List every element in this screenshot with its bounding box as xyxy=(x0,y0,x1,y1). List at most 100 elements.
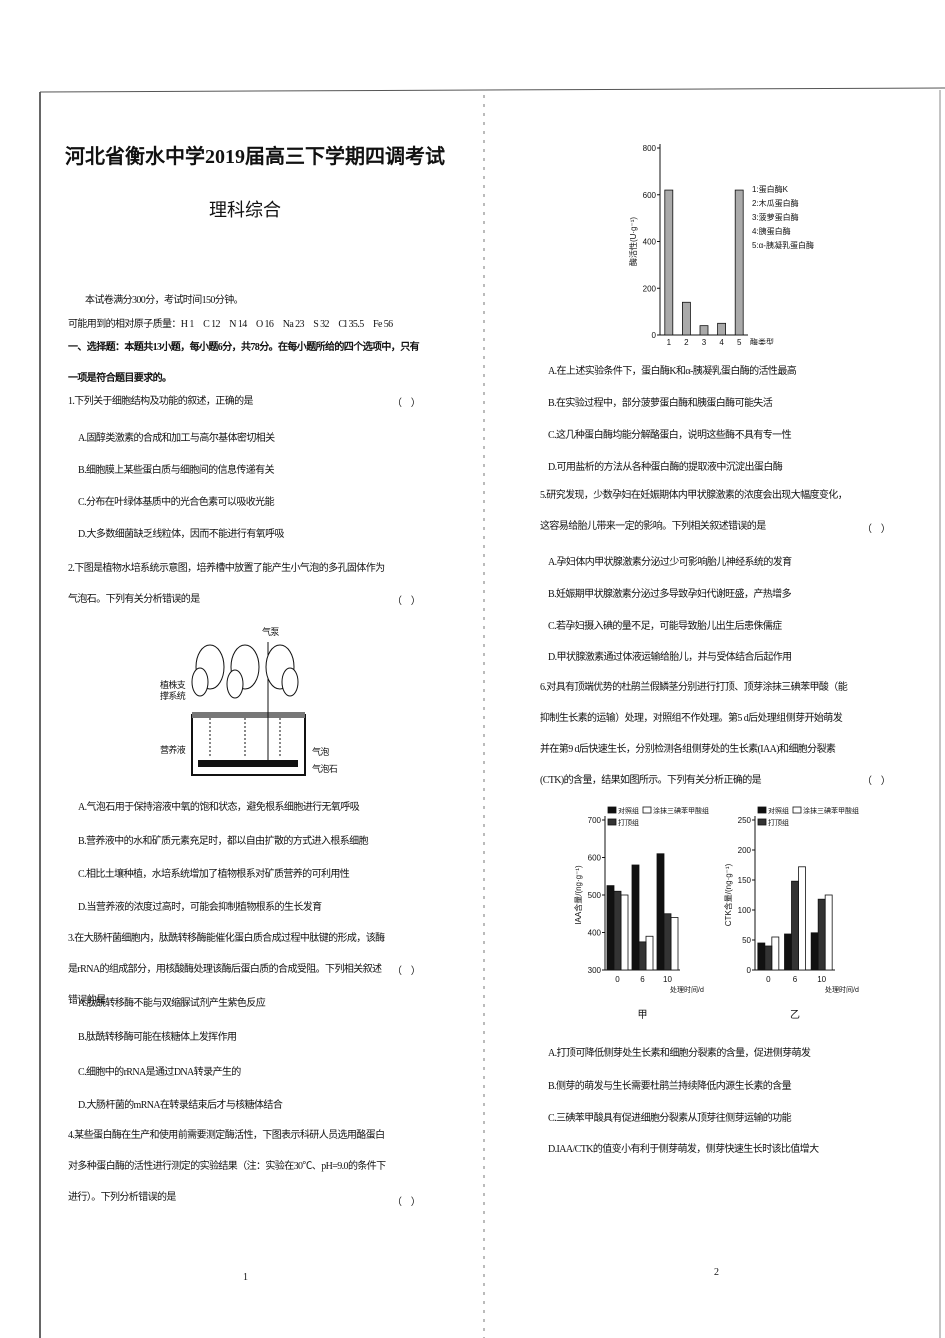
option: A.在上述实验条件下，蛋白酶K和α-胰凝乳蛋白酶的活性最高 xyxy=(548,366,797,377)
x-axis-label: 处理时间/d xyxy=(670,985,704,994)
bar xyxy=(631,864,640,971)
bar xyxy=(817,898,826,971)
intro: 本试卷满分300分，考试时间150分钟。 xyxy=(85,295,244,306)
option: D.甲状腺激素通过体液运输给胎儿，并与受体结合后起作用 xyxy=(548,652,792,663)
answer-paren: （ ） xyxy=(862,776,891,787)
bar xyxy=(764,945,773,971)
option: A.固醇类激素的合成和加工与高尔基体密切相关 xyxy=(78,433,275,444)
bar xyxy=(670,917,679,971)
option: C.这几种蛋白酶均能分解酪蛋白，说明这些酶不具有专一性 xyxy=(548,430,792,441)
y-tick-label: 600 xyxy=(643,191,657,200)
y-axis-label: CTK含量/(ng·g⁻¹) xyxy=(723,863,733,926)
bar xyxy=(784,933,792,971)
question-stem: 3.在大肠杆菌细胞内，肽酰转移酶能催化蛋白质合成过程中肽键的形成，该酶是rRNA… xyxy=(68,933,385,1006)
y-tick-label: 100 xyxy=(738,906,752,915)
option: B.营养液中的水和矿质元素充足时，都以自由扩散的方式进入根系细胞 xyxy=(78,836,369,847)
y-tick-label: 250 xyxy=(738,816,752,825)
bar xyxy=(717,322,726,336)
y-tick-label: 300 xyxy=(588,966,602,975)
option: A.肽酰转移酶不能与双缩脲试剂产生紫色反应 xyxy=(78,998,266,1009)
x-tick-label: 0 xyxy=(615,975,620,984)
x-tick-label: 2 xyxy=(684,338,689,345)
answer-paren: （ ） xyxy=(392,966,421,977)
x-tick-label: 10 xyxy=(663,975,672,984)
bar xyxy=(620,894,629,971)
option: C.三碘苯甲酸具有促进细胞分裂素从顶芽往侧芽运输的功能 xyxy=(548,1113,792,1124)
question-stem: 2.下图是植物水培系统示意图，培养槽中放置了能产生小气泡的多孔固体作为气泡石。下… xyxy=(68,563,385,605)
bar xyxy=(682,301,691,336)
legend-entry: 涂抹三碘苯甲酸组 xyxy=(803,806,859,815)
option: C.若孕妇摄入碘的量不足，可能导致胎儿出生后患侏儒症 xyxy=(548,621,782,632)
legend-swatch xyxy=(792,806,802,814)
page-number: 2 xyxy=(714,1267,719,1278)
chart-label: 乙 xyxy=(790,1009,800,1021)
legend-entry: 3:菠萝蛋白酶 xyxy=(752,212,799,222)
bar xyxy=(734,189,744,336)
bar xyxy=(757,942,766,971)
top-border xyxy=(39,87,945,93)
option: C.细胞中的rRNA是通过DNA转录产生的 xyxy=(78,1067,241,1078)
option: B.侧芽的萌发与生长需要杜鹃兰持续降低内源生长素的含量 xyxy=(548,1081,792,1092)
bar xyxy=(699,325,709,336)
bar xyxy=(606,885,615,971)
legend-entry: 涂抹三碘苯甲酸组 xyxy=(653,806,709,815)
bar xyxy=(791,880,799,971)
y-tick-label: 150 xyxy=(738,876,752,885)
x-tick-label: 4 xyxy=(719,338,724,345)
question-stem: 1.下列关于细胞结构及功能的叙述，正确的是 xyxy=(68,396,254,407)
legend-swatch xyxy=(642,806,652,814)
option: D.IAA/CTK的值变小有利于侧芽萌发，侧芽快速生长时该比值增大 xyxy=(548,1144,819,1155)
y-axis-label: 酶活性(U·g⁻¹) xyxy=(628,217,638,266)
y-tick-label: 400 xyxy=(643,238,657,247)
answer-paren: （ ） xyxy=(392,398,421,409)
legend-swatch xyxy=(757,818,767,826)
chart-label: 甲 xyxy=(638,1010,648,1021)
question-stem: 6.对具有顶端优势的杜鹃兰假鳞茎分别进行打顶、顶芽涂抹三碘苯甲酸（能抑制生长素的… xyxy=(540,682,848,786)
x-tick-label: 6 xyxy=(793,975,798,984)
x-tick-label: 10 xyxy=(817,975,826,984)
option: B.肽酰转移酶可能在核糖体上发挥作用 xyxy=(78,1032,237,1043)
legend-entry: 打顶组 xyxy=(768,818,789,827)
figure-label: 气泡石 xyxy=(312,764,338,774)
legend-swatch xyxy=(607,806,617,814)
y-axis-label: IAA含量/(ng·g⁻¹) xyxy=(573,865,583,925)
y-tick-label: 200 xyxy=(738,846,752,855)
option: A.打顶可降低侧芽处生长素和细胞分裂素的含量，促进侧芽萌发 xyxy=(548,1048,811,1059)
legend-entry: 2:木瓜蛋白酶 xyxy=(752,198,799,208)
legend-entry: 1:蛋白酶K xyxy=(752,184,789,194)
x-axis-label: 酶类型 xyxy=(750,337,774,345)
question-stem: 4.某些蛋白酶在生产和使用前需要测定酶活性，下图表示科研人员选用酪蛋白对多种蛋白… xyxy=(68,1130,386,1203)
section-heading: 一、选择题：本题共13小题，每小题6分，共78分。在每小题所给的四个选项中，只有… xyxy=(68,342,420,384)
bar xyxy=(664,189,674,336)
option: B.妊娠期甲状腺激素分泌过多导致孕妇代谢旺盛，产热增多 xyxy=(548,589,792,600)
option: B.细胞膜上某些蛋白质与细胞间的信息传递有关 xyxy=(78,465,275,476)
legend-swatch xyxy=(757,806,767,814)
option: D.可用盐析的方法从各种蛋白酶的提取液中沉淀出蛋白酶 xyxy=(548,462,783,473)
option: B.在实验过程中，部分菠萝蛋白酶和胰蛋白酶可能失活 xyxy=(548,398,773,409)
option: A.孕妇体内甲状腺激素分泌过少可影响胎儿神经系统的发育 xyxy=(548,557,792,568)
option: C.相比土壤种植，水培系统增加了植物根系对矿质营养的可利用性 xyxy=(78,869,350,880)
x-tick-label: 1 xyxy=(667,338,672,345)
y-tick-label: 400 xyxy=(588,929,602,938)
y-tick-label: 200 xyxy=(643,284,657,293)
bar xyxy=(638,941,647,971)
option: A.气泡石用于保持溶液中氧的饱和状态，避免根系细胞进行无氧呼吸 xyxy=(78,802,360,813)
option: C.分布在叶绿体基质中的光合色素可以吸收光能 xyxy=(78,497,275,508)
bar xyxy=(663,913,672,971)
legend-entry: 打顶组 xyxy=(618,818,639,827)
answer-paren: （ ） xyxy=(392,596,421,607)
legend-entry: 对照组 xyxy=(618,806,639,815)
question-stem: 5.研究发现，少数孕妇在妊娠期体内甲状腺激素的浓度会出现大幅度变化，这容易给胎儿… xyxy=(540,490,848,532)
option: D.大肠杆菌的mRNA在转录结束后才与核糖体结合 xyxy=(78,1100,283,1111)
subtitle: 理科综合 xyxy=(209,200,281,220)
answer-paren: （ ） xyxy=(862,524,891,535)
legend-entry: 对照组 xyxy=(768,806,789,815)
y-tick-label: 500 xyxy=(588,891,602,900)
bar xyxy=(645,935,654,971)
y-tick-label: 0 xyxy=(652,331,657,340)
legend-swatch xyxy=(607,818,617,826)
figure-label: 气泡 xyxy=(312,747,329,757)
y-tick-label: 600 xyxy=(588,854,602,863)
